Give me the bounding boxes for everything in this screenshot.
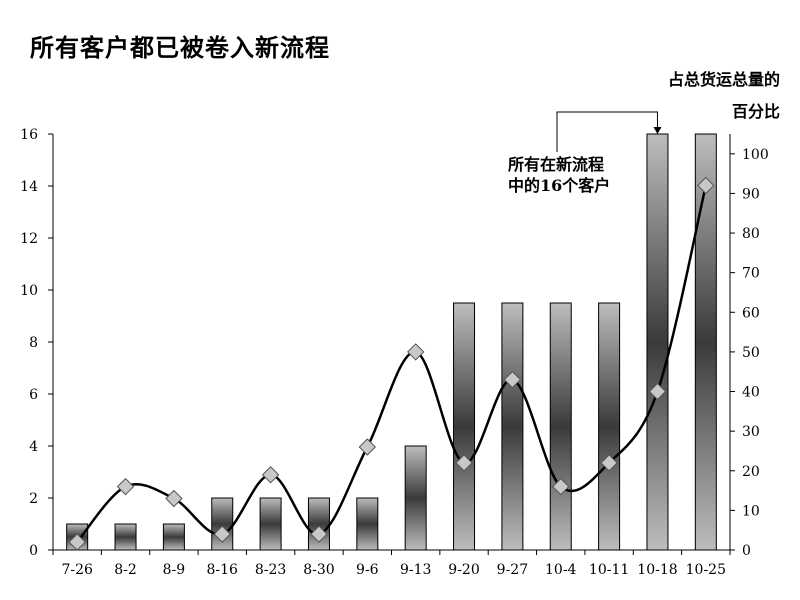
left-tick-label: 6 — [29, 387, 38, 403]
left-tick-label: 8 — [29, 335, 38, 351]
x-tick-label: 7-26 — [61, 562, 93, 578]
right-tick-label: 100 — [742, 147, 769, 163]
left-tick-label: 0 — [29, 543, 38, 559]
axes: 0 2 4 6 8 10 12 14 16 0 10 20 30 40 50 60 70 80 90 100 7-26 8… — [20, 127, 769, 578]
chart-title: 所有客户都已被卷入新流程 — [30, 33, 330, 62]
right-axis-title-line-1: 占总货运总量的 — [667, 70, 780, 89]
bar-10-11 — [598, 302, 621, 551]
x-tick-label: 9-13 — [400, 562, 431, 578]
x-tick-label: 9-27 — [497, 562, 528, 578]
marker-8-30 — [310, 525, 328, 543]
x-tick-label: 9-6 — [356, 562, 379, 578]
bar-9-13 — [404, 445, 427, 551]
left-tick-label: 12 — [20, 231, 38, 247]
bar-9-6 — [356, 497, 379, 551]
right-tick-label: 60 — [742, 305, 760, 321]
marker-10-18 — [648, 382, 667, 401]
bar-10-4 — [549, 302, 572, 551]
bar-8-2 — [114, 523, 137, 551]
x-tick-label: 9-20 — [448, 562, 479, 578]
marker-10-11 — [600, 454, 618, 472]
right-tick-label: 0 — [742, 543, 751, 559]
right-axis-title: 占总货运总量的 百分比 — [630, 64, 780, 128]
marker-8-2 — [116, 477, 135, 496]
left-tick-label: 14 — [20, 179, 38, 195]
marker-9-20 — [455, 454, 473, 472]
left-tick-label: 2 — [29, 491, 38, 507]
line-series — [68, 176, 715, 551]
bar-10-25 — [694, 133, 717, 551]
x-tick-label: 8-30 — [303, 562, 334, 578]
annotation-line-1: 所有在新流程 — [508, 155, 605, 174]
marker-8-9 — [165, 489, 183, 508]
marker-7-26 — [68, 533, 86, 551]
marker-10-4 — [552, 477, 570, 496]
right-axis-title-line-2: 百分比 — [731, 102, 780, 121]
right-tick-label: 40 — [742, 385, 760, 401]
x-tick-label: 8-9 — [163, 562, 186, 578]
x-tick-label: 8-23 — [255, 562, 286, 578]
left-tick-label: 4 — [29, 439, 38, 455]
annotation-label: 所有在新流程 中的16个客户 — [508, 154, 628, 196]
marker-9-6 — [358, 438, 377, 456]
right-tick-label: 80 — [742, 226, 760, 242]
bar-series — [66, 133, 717, 551]
x-tick-label: 8-2 — [114, 562, 137, 578]
marker-9-27 — [503, 370, 522, 389]
marker-8-16 — [213, 525, 231, 543]
bar-9-27 — [501, 302, 524, 551]
bar-8-23 — [259, 497, 282, 551]
marker-10-25 — [697, 176, 715, 195]
right-tick-label: 70 — [742, 266, 760, 282]
annotation-line-2: 中的16个客户 — [508, 176, 611, 195]
annotation-leader — [556, 111, 658, 152]
annotation-arrow — [556, 111, 662, 152]
left-tick-label: 10 — [20, 283, 38, 299]
x-tick-label: 10-4 — [545, 562, 577, 578]
right-tick-label: 50 — [742, 345, 760, 361]
right-tick-label: 30 — [742, 424, 760, 440]
right-tick-label: 90 — [742, 186, 760, 202]
x-tick-label: 10-25 — [686, 562, 726, 578]
x-tick-label: 8-16 — [207, 562, 239, 578]
bar-9-20 — [453, 302, 476, 551]
annotation-arrowhead — [653, 127, 662, 134]
x-tick-label: 10-11 — [589, 562, 629, 578]
right-tick-label: 20 — [742, 464, 760, 480]
x-tick-label: 10-18 — [637, 562, 677, 578]
marker-8-23 — [261, 466, 280, 484]
bar-8-9 — [162, 523, 185, 551]
bar-10-18 — [646, 133, 669, 551]
marker-9-13 — [406, 343, 425, 361]
left-tick-label: 16 — [20, 127, 38, 143]
right-tick-label: 10 — [742, 503, 760, 519]
